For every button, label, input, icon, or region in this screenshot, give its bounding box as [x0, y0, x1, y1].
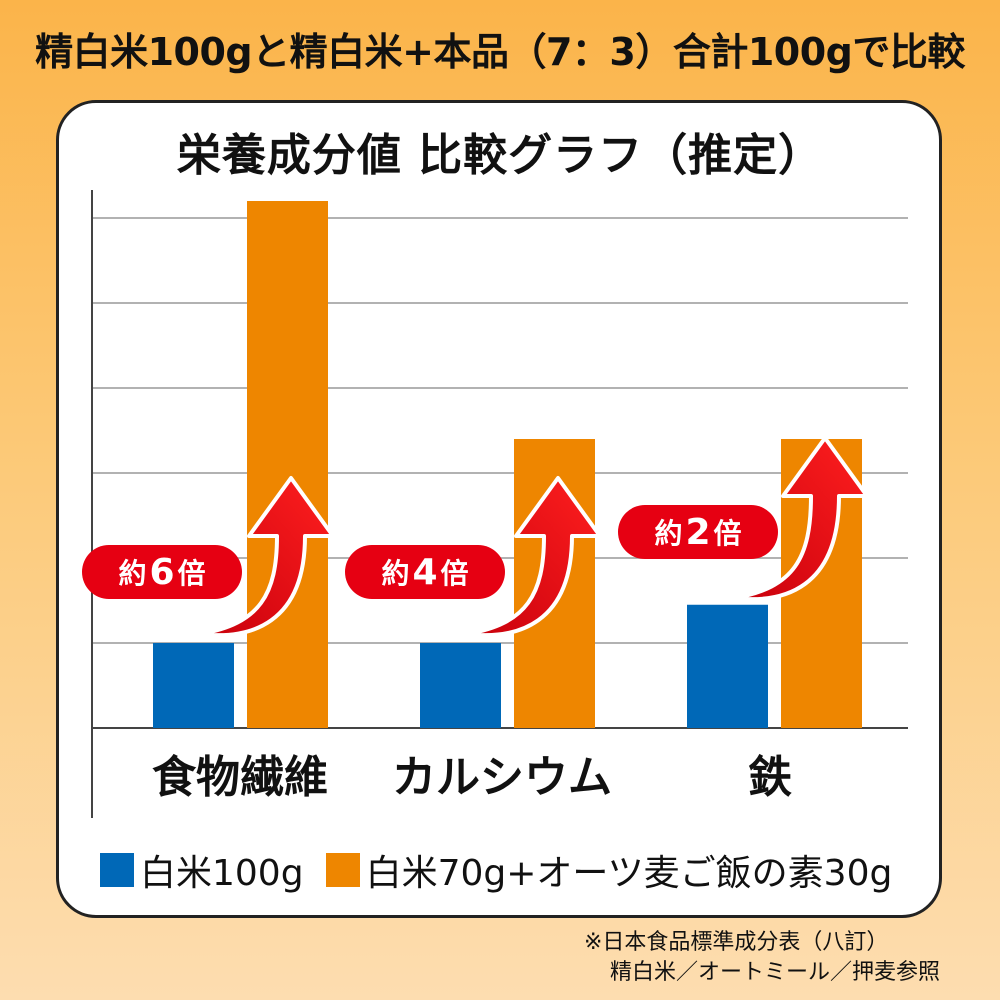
- ratio-badge-fiber: 約 6 倍: [82, 545, 242, 599]
- ratio-prefix: 約: [381, 557, 410, 590]
- ratio-number: 2: [685, 511, 711, 553]
- ratio-prefix: 約: [654, 517, 683, 550]
- top-caption: 精白米100gと精白米+本品（7：3）合計100gで比較: [35, 30, 965, 74]
- legend-item-white-rice: 白米100g: [100, 844, 304, 896]
- increase-arrow: [732, 436, 869, 602]
- ratio-number: 6: [149, 551, 175, 593]
- bar-white-rice: [420, 643, 501, 728]
- arrow-shape: [198, 476, 335, 638]
- footnote: ※日本食品標準成分表（八訂） 精白米／オートミール／押麦参照: [584, 928, 940, 988]
- arrow-shape: [732, 436, 869, 602]
- ratio-prefix: 約: [118, 557, 147, 590]
- bar-mixed-rice: [247, 201, 328, 728]
- increase-arrow: [465, 476, 602, 638]
- ratio-badge-iron: 約 2 倍: [618, 505, 778, 559]
- chart-title: 栄養成分値 比較グラフ（推定）: [176, 130, 824, 181]
- arrow-shape: [465, 476, 602, 638]
- ratio-suffix: 倍: [440, 557, 469, 590]
- ratio-suffix: 倍: [713, 517, 742, 550]
- ratio-badge-calcium: 約 4 倍: [345, 545, 505, 599]
- category-label-iron: 鉄: [748, 752, 792, 803]
- legend-swatch-orange: [325, 853, 360, 887]
- category-label-fiber: 食物繊維: [152, 752, 328, 803]
- ratio-suffix: 倍: [177, 557, 206, 590]
- legend-label: 白米100g: [140, 853, 304, 894]
- footnote-line-2: 精白米／オートミール／押麦参照: [609, 960, 940, 985]
- legend-item-mixed-rice: 白米70g+オーツ麦ご飯の素30g: [325, 844, 893, 896]
- ratio-number: 4: [412, 551, 438, 593]
- increase-arrow: [198, 476, 335, 638]
- legend-label: 白米70g+オーツ麦ご飯の素30g: [365, 853, 893, 894]
- bar-white-rice: [153, 643, 234, 728]
- footnote-line-1: ※日本食品標準成分表（八訂）: [583, 930, 889, 955]
- legend-swatch-blue: [100, 853, 134, 887]
- legend: 白米100g 白米70g+オーツ麦ご飯の素30g: [100, 842, 920, 898]
- bar-white-rice: [687, 604, 768, 728]
- category-label-calcium: カルシウム: [392, 752, 612, 803]
